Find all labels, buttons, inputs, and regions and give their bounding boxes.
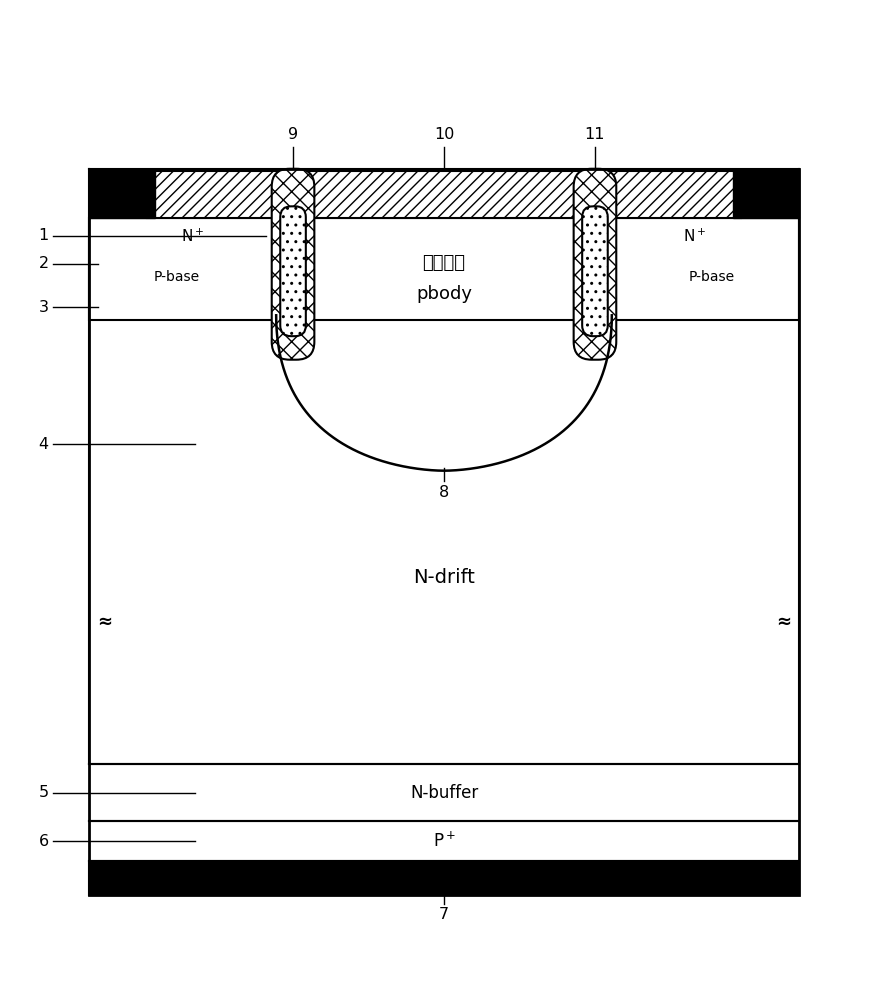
Text: ≈: ≈ bbox=[775, 613, 791, 631]
Bar bbox=[89, 320, 799, 764]
Text: N-drift: N-drift bbox=[413, 568, 475, 587]
FancyBboxPatch shape bbox=[272, 169, 314, 360]
Bar bbox=[89, 821, 799, 861]
Text: pbody: pbody bbox=[416, 285, 472, 303]
Bar bbox=[89, 218, 297, 320]
FancyBboxPatch shape bbox=[574, 169, 616, 360]
Text: 11: 11 bbox=[584, 127, 606, 142]
Text: N-buffer: N-buffer bbox=[410, 784, 478, 802]
Text: 8: 8 bbox=[439, 485, 449, 500]
FancyBboxPatch shape bbox=[281, 206, 305, 336]
Text: P$^+$: P$^+$ bbox=[432, 832, 456, 851]
Bar bbox=[89, 861, 799, 895]
Text: ≈: ≈ bbox=[97, 613, 113, 631]
Bar bbox=[297, 218, 591, 320]
Text: P-base: P-base bbox=[688, 270, 734, 284]
Bar bbox=[147, 171, 741, 218]
Text: 1: 1 bbox=[38, 228, 49, 243]
Text: P-base: P-base bbox=[154, 270, 200, 284]
Bar bbox=[89, 764, 799, 821]
Text: 分立浮空: 分立浮空 bbox=[423, 254, 465, 272]
Text: N$^+$: N$^+$ bbox=[683, 227, 707, 245]
Text: N$^+$: N$^+$ bbox=[181, 227, 205, 245]
Bar bbox=[733, 169, 799, 218]
Bar bbox=[89, 169, 155, 218]
FancyBboxPatch shape bbox=[583, 206, 607, 336]
Text: 10: 10 bbox=[434, 127, 454, 142]
Text: 5: 5 bbox=[39, 785, 49, 800]
Text: 9: 9 bbox=[288, 127, 298, 142]
Text: 7: 7 bbox=[439, 907, 449, 922]
Text: 3: 3 bbox=[39, 300, 49, 315]
Bar bbox=[591, 218, 799, 320]
Bar bbox=[89, 169, 799, 895]
Text: 2: 2 bbox=[39, 256, 49, 271]
Text: 4: 4 bbox=[39, 437, 49, 452]
Text: 6: 6 bbox=[39, 834, 49, 849]
